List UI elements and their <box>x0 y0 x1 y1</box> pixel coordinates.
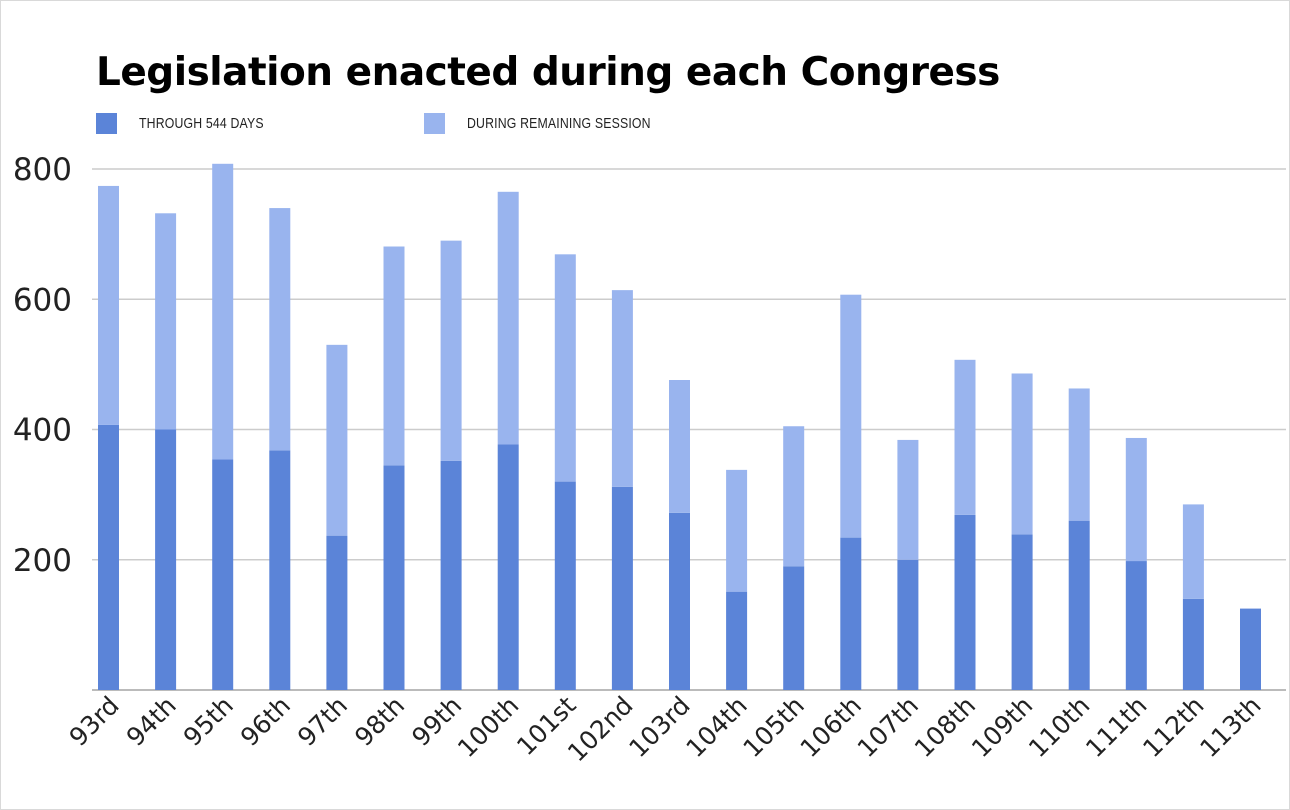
bar-108th-through-544-days <box>954 514 976 690</box>
bar-97th-through-544-days <box>326 535 348 690</box>
bar-107th-through-544-days <box>897 559 919 690</box>
bar-111th-through-544-days <box>1125 561 1147 690</box>
bar-103rd-remaining-session <box>669 380 690 513</box>
legend-label-remaining-session: DURING REMAINING SESSION <box>467 115 651 132</box>
x-tick-label-109th: 109th <box>966 691 1038 763</box>
y-tick-label-800: 800 <box>13 152 72 188</box>
x-tick-label-94th: 94th <box>121 691 182 752</box>
bar-95th-remaining-session <box>212 163 234 460</box>
bar-99th-through-544-days <box>440 460 462 690</box>
x-tick-label-113th: 113th <box>1194 691 1266 763</box>
bar-110th-through-544-days <box>1068 520 1090 690</box>
bar-112th-through-544-days <box>1182 598 1204 690</box>
bar-109th-through-544-days <box>1011 534 1033 690</box>
legend-item-through-544-days: THROUGH 544 DAYS <box>96 113 291 134</box>
bar-106th-remaining-session <box>840 294 862 538</box>
x-tick-label-97th: 97th <box>292 691 353 752</box>
bar-107th-remaining-session <box>897 439 919 560</box>
bar-102nd-remaining-session <box>611 290 633 487</box>
x-tick-label-104th: 104th <box>680 691 752 763</box>
bar-111th-remaining-session <box>1125 437 1147 562</box>
bar-95th-through-544-days <box>212 459 234 690</box>
bar-94th-through-544-days <box>155 429 177 690</box>
bar-110th-remaining-session <box>1068 388 1090 521</box>
x-tick-label-111th: 111th <box>1080 691 1152 763</box>
x-axis-ticks: 93rd94th95th96th97th98th99th100th101st10… <box>64 691 1267 768</box>
y-tick-label-400: 400 <box>13 413 72 449</box>
bar-97th-remaining-session <box>326 344 348 536</box>
bar-96th-remaining-session <box>269 208 291 451</box>
x-tick-label-110th: 110th <box>1023 691 1095 763</box>
y-axis-ticks: 200 400 600 800 <box>13 152 72 579</box>
bar-113th-through-544-days <box>1240 608 1261 690</box>
x-tick-label-108th: 108th <box>909 691 981 763</box>
bar-112th-remaining-session <box>1182 504 1204 599</box>
bar-93rd-through-544-days <box>98 424 119 690</box>
bar-105th-remaining-session <box>783 426 805 567</box>
bar-96th-through-544-days <box>269 450 291 690</box>
x-tick-label-93rd: 93rd <box>64 691 125 752</box>
x-tick-label-106th: 106th <box>795 691 867 763</box>
y-tick-label-200: 200 <box>13 543 72 579</box>
legend-swatch-through-544-days <box>96 113 117 134</box>
bar-102nd-through-544-days <box>611 486 633 690</box>
bar-100th-through-544-days <box>497 444 519 690</box>
x-tick-label-95th: 95th <box>178 691 239 752</box>
bar-98th-through-544-days <box>383 465 405 690</box>
bar-100th-remaining-session <box>497 191 519 445</box>
bar-105th-through-544-days <box>783 566 805 690</box>
chart-title: Legislation enacted during each Congress <box>96 50 1000 95</box>
bar-94th-remaining-session <box>155 213 177 430</box>
x-tick-label-105th: 105th <box>738 691 810 763</box>
x-tick-label-103rd: 103rd <box>623 691 695 763</box>
legend-item-remaining-session: DURING REMAINING SESSION <box>424 113 691 134</box>
x-tick-label-98th: 98th <box>349 691 410 752</box>
legend-label-through-544-days: THROUGH 544 DAYS <box>139 115 264 132</box>
bar-109th-remaining-session <box>1011 373 1033 535</box>
bar-104th-remaining-session <box>726 469 748 592</box>
x-tick-label-107th: 107th <box>852 691 924 763</box>
bar-108th-remaining-session <box>954 359 976 515</box>
x-tick-label-100th: 100th <box>452 691 524 763</box>
x-tick-label-112th: 112th <box>1137 691 1209 763</box>
x-tick-label-102nd: 102nd <box>562 691 639 768</box>
bars <box>98 163 1261 690</box>
bar-93rd-remaining-session <box>98 185 119 425</box>
bar-99th-remaining-session <box>440 240 462 461</box>
bar-98th-remaining-session <box>383 246 405 466</box>
x-tick-label-96th: 96th <box>235 691 296 752</box>
bar-106th-through-544-days <box>840 537 862 690</box>
legend-swatch-remaining-session <box>424 113 445 134</box>
bar-103rd-through-544-days <box>669 512 690 690</box>
bar-104th-through-544-days <box>726 591 748 690</box>
bar-101st-remaining-session <box>554 254 576 482</box>
bar-101st-through-544-days <box>554 481 576 690</box>
y-tick-label-600: 600 <box>13 282 72 318</box>
